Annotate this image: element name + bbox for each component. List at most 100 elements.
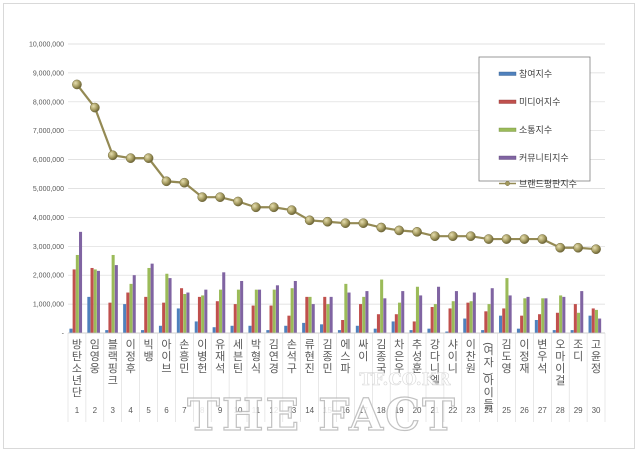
- svg-text:이: 이: [358, 350, 368, 363]
- bar: [516, 328, 520, 333]
- x-rank-label: 18: [377, 406, 386, 415]
- svg-text:윤: 윤: [591, 350, 601, 363]
- svg-text:우: 우: [537, 350, 547, 363]
- x-category-label: 이병헌: [197, 338, 207, 375]
- bar: [487, 304, 491, 333]
- bar: [201, 295, 205, 333]
- x-category-label: 김도영: [501, 338, 511, 375]
- bar: [534, 319, 538, 333]
- bar: [222, 272, 226, 333]
- x-rank-label: 25: [502, 406, 511, 415]
- svg-text:븐: 븐: [233, 350, 243, 363]
- x-rank-label: 19: [395, 406, 404, 415]
- bar: [180, 288, 184, 333]
- svg-text:아: 아: [484, 374, 494, 387]
- bar: [215, 301, 219, 333]
- bar: [266, 330, 270, 333]
- bar: [562, 296, 566, 333]
- line-marker: [519, 234, 530, 244]
- bar: [555, 312, 559, 333]
- svg-text:석: 석: [215, 362, 225, 375]
- bar: [72, 269, 76, 333]
- bar: [141, 330, 145, 333]
- svg-text:정: 정: [519, 350, 529, 363]
- svg-text:이: 이: [448, 350, 458, 363]
- svg-text:랙: 랙: [108, 350, 118, 363]
- svg-text:김: 김: [376, 338, 386, 351]
- y-tick-label: 6,000,000: [33, 157, 64, 164]
- bar: [111, 254, 115, 333]
- legend-item-communication: 소통지수: [498, 125, 552, 136]
- svg-text:참여지수: 참여지수: [519, 68, 552, 80]
- x-category-label: 조디: [573, 338, 583, 363]
- svg-text:아: 아: [161, 338, 171, 351]
- svg-text:영: 영: [90, 350, 100, 363]
- x-category-label: 빅뱅: [143, 338, 153, 363]
- bar: [466, 302, 470, 333]
- svg-text:손: 손: [287, 338, 297, 351]
- svg-text:연: 연: [269, 350, 279, 363]
- svg-text:소: 소: [72, 362, 82, 375]
- bar: [287, 315, 291, 333]
- bar: [204, 289, 208, 333]
- chart-frame: [3, 3, 635, 449]
- svg-text:이: 이: [161, 350, 171, 363]
- bar: [194, 321, 198, 333]
- y-tick-label: 5,000,000: [33, 186, 64, 193]
- line-marker: [501, 234, 512, 244]
- svg-text:훈: 훈: [412, 362, 422, 375]
- bar: [437, 286, 441, 333]
- bar: [419, 295, 423, 333]
- x-rank-label: 2: [93, 406, 98, 415]
- svg-text:니: 니: [448, 362, 458, 375]
- x-category-label: 이정재: [519, 338, 529, 375]
- x-axis: 방탄소년단1임영웅2블랙핑크3이정후4빅뱅5아이브6손흥민7이병헌8유재석9세븐…: [67, 332, 606, 422]
- bar: [275, 285, 279, 333]
- svg-text:진: 진: [305, 362, 315, 375]
- bar: [150, 263, 154, 333]
- svg-text:형: 형: [251, 350, 261, 363]
- svg-text:들: 들: [484, 398, 494, 411]
- svg-text:조: 조: [573, 338, 583, 351]
- svg-text:디: 디: [573, 350, 583, 363]
- bar: [236, 289, 240, 333]
- bar: [158, 325, 162, 333]
- svg-text:파: 파: [340, 362, 350, 375]
- svg-text:여: 여: [484, 344, 494, 357]
- bar: [451, 301, 455, 333]
- line-marker: [161, 176, 172, 187]
- x-rank-label: 11: [252, 406, 261, 415]
- line-marker: [304, 215, 315, 226]
- x-category-label: 고윤정: [591, 338, 601, 375]
- y-tick-label: 8,000,000: [33, 99, 64, 106]
- bar: [526, 296, 530, 333]
- line-marker: [125, 153, 136, 164]
- svg-text:핑: 핑: [108, 362, 118, 375]
- bar: [165, 273, 169, 333]
- svg-text:브: 브: [161, 362, 171, 375]
- line-marker: [90, 102, 100, 113]
- svg-text:스: 스: [340, 350, 350, 363]
- x-rank-label: 13: [287, 406, 296, 415]
- svg-text:민: 민: [179, 362, 189, 375]
- x-rank-label: 8: [200, 406, 205, 415]
- bar: [594, 309, 598, 333]
- x-rank-label: 16: [341, 406, 350, 415]
- bar: [326, 304, 330, 333]
- x-category-label: 김연경: [269, 338, 279, 375]
- bar: [219, 289, 223, 333]
- svg-text:다: 다: [430, 350, 440, 363]
- svg-text:경: 경: [269, 362, 279, 375]
- x-category-label: 손석구: [287, 338, 297, 375]
- x-category-label: 손흥민: [179, 338, 189, 375]
- x-category-label: 샤이니: [448, 338, 458, 375]
- bar: [329, 296, 333, 333]
- y-tick-label: -: [62, 331, 65, 338]
- line-marker: [322, 216, 333, 227]
- x-category-label: 김종국: [376, 338, 386, 375]
- bar: [430, 306, 434, 333]
- bar: [508, 295, 512, 333]
- bar: [541, 298, 545, 333]
- svg-text:손: 손: [179, 338, 189, 351]
